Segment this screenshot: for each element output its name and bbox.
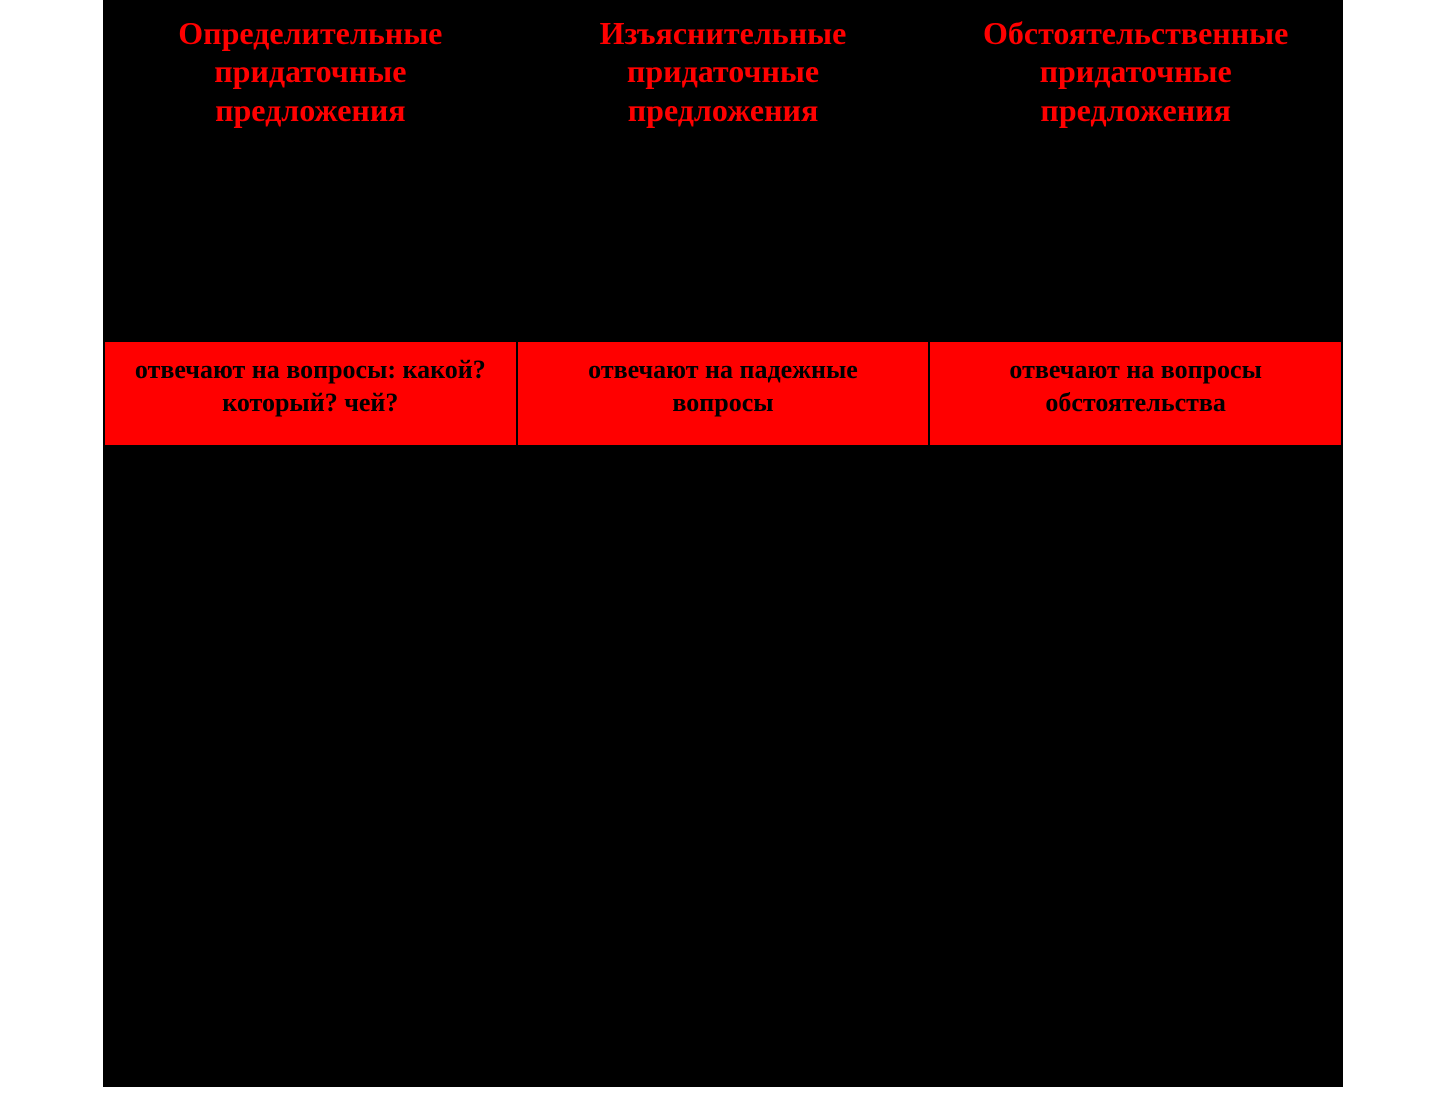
table-row-questions: отвечают на вопросы: какой? который? чей… [104,341,1342,446]
header-cell-explanatory: Изъяснительные придаточные предложения [517,1,930,341]
clause-types-table: Определительные придаточные предложения … [103,0,1343,1087]
questions-cell-explanatory: отвечают на падежные вопросы [517,341,930,446]
details-cell-attributive [104,446,517,1086]
details-cell-explanatory [517,446,930,1086]
table-row-header: Определительные придаточные предложения … [104,1,1342,341]
header-cell-attributive: Определительные придаточные предложения [104,1,517,341]
header-cell-adverbial: Обстоятельственные придаточные предложен… [929,1,1342,341]
questions-cell-adverbial: отвечают на вопросы обстоятельства [929,341,1342,446]
questions-cell-attributive: отвечают на вопросы: какой? который? чей… [104,341,517,446]
details-cell-adverbial [929,446,1342,1086]
table-row-details [104,446,1342,1086]
